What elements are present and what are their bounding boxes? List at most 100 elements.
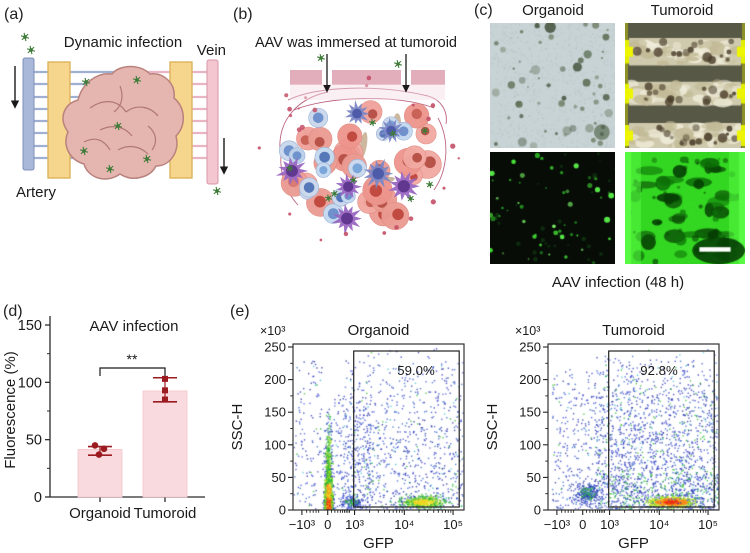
- gate-percentage: 59.0%: [397, 363, 435, 378]
- aav-virus-icon: [324, 194, 333, 202]
- aav-virus-icon: [105, 164, 115, 174]
- x-tick-label: 0: [579, 517, 586, 532]
- y-axis-label: Fluorescence (%): [2, 351, 19, 469]
- panel-a-title: Dynamic infection: [64, 34, 182, 51]
- y-tick-label: 0: [34, 490, 42, 506]
- x-tick-label: −10³: [289, 517, 316, 532]
- x-tick-label: 10⁴: [394, 517, 414, 532]
- panel-c-caption: AAV infection (48 h): [551, 274, 685, 291]
- tumoroid-cell-cluster: [257, 75, 460, 242]
- aav-virus-icon: [212, 186, 222, 196]
- y-tick-label: 100: [264, 437, 286, 452]
- significance-bracket: [99, 367, 166, 376]
- y-tick-label: 50: [272, 470, 286, 485]
- vein-label: Vein: [197, 42, 226, 59]
- plot-frame: [292, 343, 465, 511]
- y-scale-label: ×10³: [515, 324, 540, 338]
- flow-plot-tumoroid: Tumoroid ×10³ SSC-H GFP 0 50 100 150 200 250 −…: [483, 296, 750, 553]
- flow-axes-organoid: (e) Organoid ×10³ SSC-H GFP 0 50 100 150 200…: [229, 303, 465, 552]
- data-point: [100, 445, 108, 453]
- significance-stars: **: [127, 351, 138, 367]
- aav-virus-icon: [26, 45, 36, 55]
- aav-virus-icon: [113, 121, 123, 131]
- y-tick-label: 100: [519, 437, 541, 452]
- y-tick-label: 150: [264, 405, 286, 420]
- aav-virus-icon: [426, 180, 434, 189]
- aav-virus-icon: [394, 59, 402, 69]
- x-tick-label: −10³: [544, 517, 571, 532]
- aav-virus-icon: [330, 190, 339, 198]
- aav-virus-icon: [407, 194, 415, 203]
- x-axis-label: GFP: [618, 535, 649, 552]
- gate-rectangle: [608, 350, 715, 508]
- y-tick-label: 150: [519, 405, 541, 420]
- y-tick-label: 0: [534, 503, 541, 518]
- aav-virus-particles: [20, 32, 222, 196]
- aav-virus-icon: [368, 118, 377, 127]
- plot-title: Tumoroid: [602, 322, 665, 339]
- medium-tint-band: [290, 84, 445, 100]
- gate-rectangle: [353, 350, 460, 508]
- aav-virus-icon: [286, 164, 294, 172]
- bar-chart-marks: [77, 367, 188, 498]
- column-header-organoid: Organoid: [522, 2, 584, 19]
- aav-virus-icon: [389, 130, 397, 138]
- organoid-fluorescence-image: [490, 152, 615, 264]
- bar-tumoroid: [142, 390, 188, 498]
- plot-title: Organoid: [348, 322, 410, 339]
- y-tick-label: 200: [264, 372, 286, 387]
- x-tick-label: 10⁵: [698, 517, 718, 532]
- flow-scatter-tumoroid: [548, 344, 719, 510]
- bar-chart-axes: 0 50 100 150: [18, 316, 205, 506]
- bar-chart: (d) AAV infection Fluorescence (%) 0 50 10…: [2, 303, 205, 522]
- x-tick-label: 10⁵: [443, 517, 463, 532]
- organoid-brightfield-image: [490, 23, 615, 148]
- aav-virus-icon: [421, 127, 429, 135]
- panel-b-illustration: (b) AAV was immersed at tumoroid: [233, 6, 460, 242]
- aav-virus-icon: [79, 146, 89, 156]
- column-header-tumoroid: Tumoroid: [650, 2, 714, 19]
- tumor-creases: [83, 85, 159, 155]
- data-point: [91, 442, 99, 449]
- x-tick-label: 10⁴: [649, 517, 669, 532]
- aav-virus-icon: [20, 32, 30, 42]
- y-axis-label: SSC-H: [229, 404, 246, 451]
- artery-label: Artery: [16, 184, 57, 201]
- aav-virus-icon: [349, 176, 357, 184]
- plot-frame: [547, 343, 720, 511]
- panel-a-dynamic-infection: (a) Dynamic infection: [0, 0, 232, 215]
- artery-channel: [22, 57, 35, 171]
- x-tick-label: 10³: [345, 517, 364, 532]
- y-tick-label: 200: [519, 372, 541, 387]
- vein-channel: [206, 59, 219, 185]
- y-tick-label: 0: [279, 503, 286, 518]
- x-axis-label: GFP: [363, 535, 394, 552]
- aav-virus-icon: [81, 77, 91, 87]
- flow-axes-tumoroid: Tumoroid ×10³ SSC-H GFP 0 50 100 150 200 250 −…: [484, 322, 720, 552]
- panel-a-label: (a): [4, 6, 24, 23]
- y-tick-label: 250: [519, 340, 541, 355]
- panel-b-aav-immersion: (b) AAV was immersed at tumoroid: [228, 0, 474, 290]
- x-tick-label: 0: [324, 517, 331, 532]
- aav-virus-particles: [286, 53, 434, 203]
- y-tick-label: 50: [26, 433, 42, 449]
- tumor-mass: [62, 65, 184, 180]
- data-point: [162, 375, 168, 382]
- panel-d-bar-chart: (d) AAV infection Fluorescence (%) 0 50 10…: [0, 296, 232, 553]
- y-tick-label: 250: [264, 340, 286, 355]
- panel-b-label: (b): [233, 6, 253, 23]
- panel-c-label: (c): [474, 2, 493, 19]
- panel-b-title: AAV was immersed at tumoroid: [255, 35, 457, 51]
- flow-scatter-organoid: [293, 344, 464, 510]
- y-scale-label: ×10³: [260, 324, 285, 338]
- tumoroid-fluorescence-image: [625, 152, 745, 264]
- y-tick-label: 150: [18, 318, 42, 334]
- tumoroid-brightfield-image: [625, 23, 745, 148]
- category-label-tumoroid: Tumoroid: [134, 505, 197, 522]
- aav-virus-icon: [317, 53, 325, 63]
- flow-plot-organoid: (e) Organoid ×10³ SSC-H GFP 0 50 100 150 200…: [228, 296, 486, 553]
- data-point: [95, 451, 103, 458]
- aav-virus-icon: [132, 75, 142, 85]
